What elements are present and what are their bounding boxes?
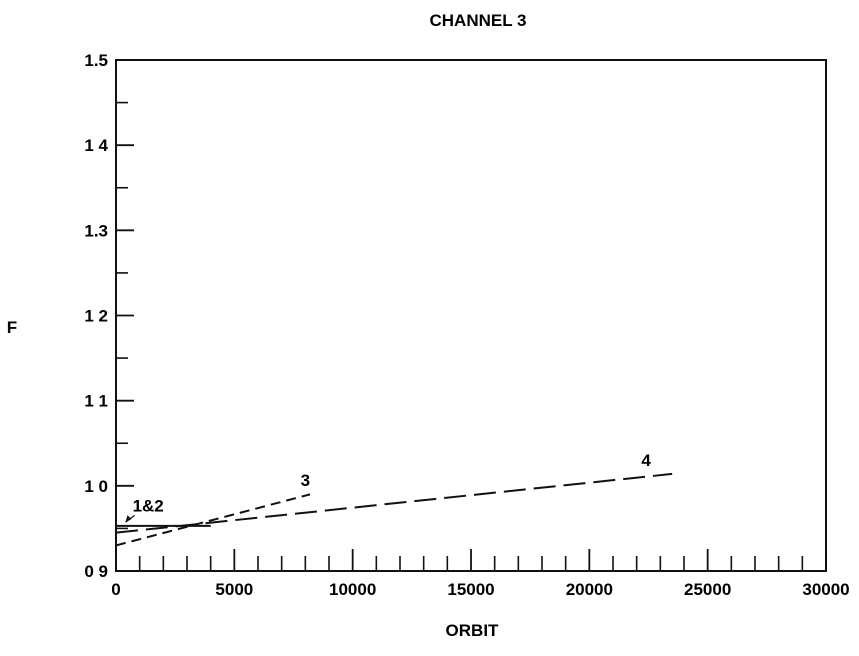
x-tick-label: 30000 [802, 580, 849, 599]
series-label: 1&2 [133, 496, 164, 515]
x-tick-label: 25000 [684, 580, 731, 599]
y-axis-label: F [7, 318, 17, 337]
plot-frame [115, 59, 827, 572]
x-tick-label: 5000 [215, 580, 253, 599]
arrowhead-icon [125, 515, 132, 523]
x-axis-label: ORBIT [446, 621, 500, 640]
series-line-4 [115, 472, 673, 534]
x-tick-label: 0 [111, 580, 120, 599]
y-tick-label: 1.5 [84, 51, 108, 70]
y-tick-label: 1.3 [84, 221, 108, 240]
y-tick-label: 1 0 [84, 477, 108, 496]
y-tick-label: 1 2 [84, 307, 108, 326]
series-label: 3 [301, 471, 310, 490]
chart-title: CHANNEL 3 [430, 11, 527, 30]
y-tick-label: 1 1 [84, 392, 108, 411]
series-label: 4 [641, 451, 651, 470]
x-tick-label: 10000 [329, 580, 376, 599]
y-tick-label: 1 4 [84, 136, 108, 155]
series-line-3 [115, 493, 311, 547]
x-tick-label: 20000 [566, 580, 613, 599]
y-tick-label: 0 9 [84, 562, 108, 581]
x-tick-label: 15000 [447, 580, 494, 599]
